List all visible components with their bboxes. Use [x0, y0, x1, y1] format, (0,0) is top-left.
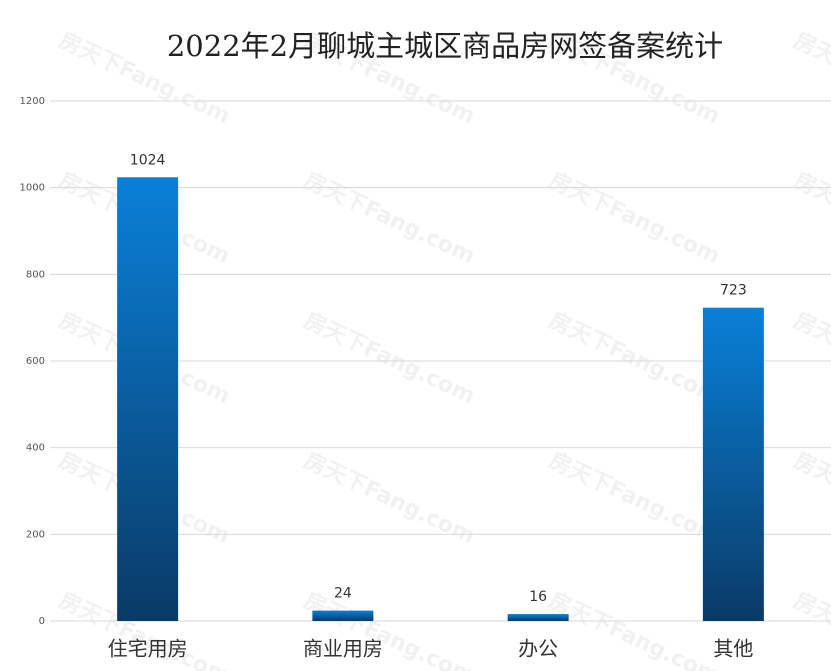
- bar: [312, 610, 374, 621]
- watermark: 房天下Fang.com: [300, 167, 479, 269]
- watermark: 房天下Fang.com: [545, 307, 724, 409]
- chart-title: 2022年2月聊城主城区商品房网签备案统计: [167, 29, 723, 63]
- watermark: 房天下Fang.com: [790, 167, 831, 269]
- value-label: 723: [720, 283, 747, 299]
- watermark: 房天下Fang.com: [545, 587, 724, 671]
- bar: [117, 177, 179, 621]
- watermark: 房天下Fang.com: [545, 167, 724, 269]
- y-tick-label: 200: [26, 529, 45, 540]
- watermark: 房天下Fang.com: [790, 27, 831, 129]
- watermark: 房天下Fang.com: [300, 307, 479, 409]
- value-label: 1024: [130, 152, 166, 168]
- y-tick-label: 400: [26, 443, 45, 454]
- x-tick-label: 其他: [713, 637, 753, 661]
- x-tick-label: 商业用房: [303, 637, 383, 661]
- value-label: 16: [529, 589, 547, 605]
- y-tick-label: 0: [39, 616, 45, 627]
- value-label: 24: [334, 586, 352, 602]
- watermark: 房天下Fang.com: [790, 587, 831, 671]
- watermark: 房天下Fang.com: [790, 307, 831, 409]
- x-tick-label: 住宅用房: [108, 637, 188, 661]
- bar: [507, 614, 569, 621]
- y-tick-label: 1200: [20, 96, 45, 107]
- y-tick-label: 600: [26, 356, 45, 367]
- y-tick-label: 1000: [20, 183, 45, 194]
- y-tick-label: 800: [26, 269, 45, 280]
- bar: [702, 307, 764, 621]
- x-tick-label: 办公: [518, 637, 558, 661]
